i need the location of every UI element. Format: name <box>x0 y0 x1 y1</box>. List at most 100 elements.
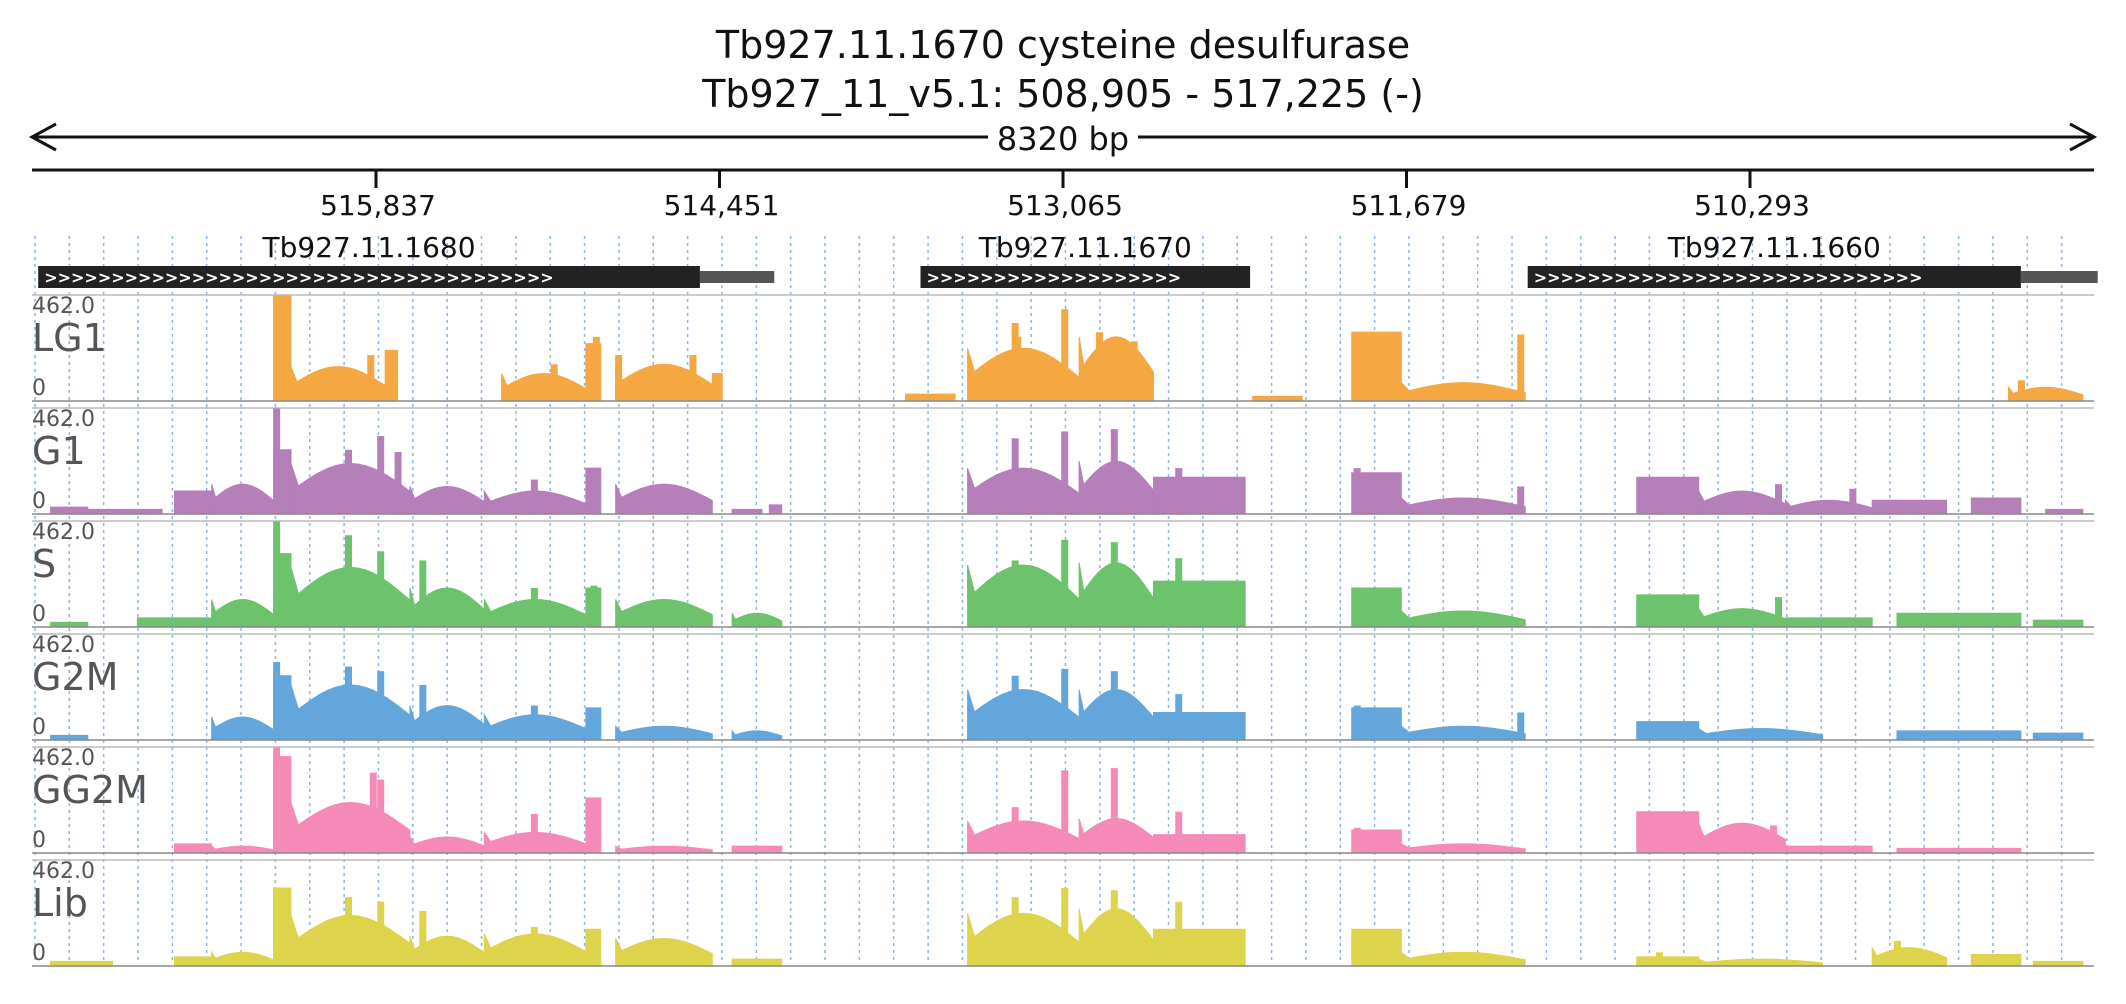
coverage-spike <box>1011 675 1019 740</box>
coverage-spike <box>590 707 598 740</box>
coverage-block <box>1152 476 1246 515</box>
coverage-spike <box>1775 597 1783 627</box>
coverage-spike <box>377 435 385 514</box>
coverage-block <box>967 820 1080 854</box>
axis-tick-label: 514,451 <box>664 189 780 222</box>
coverage-spike <box>1893 940 1901 966</box>
track-g2m: 462.0 0 G2M <box>32 633 2094 741</box>
coverage-spike <box>273 887 281 966</box>
coverage-spike <box>344 897 352 966</box>
axis-tick-label: 513,065 <box>1007 189 1123 222</box>
coverage-block <box>1970 954 2022 967</box>
coverage-spike <box>1656 594 1664 627</box>
coverage-block <box>1152 711 1246 741</box>
axis-tick-label: 515,837 <box>320 189 436 222</box>
coverage-block <box>1152 928 1246 967</box>
coverage-spike <box>615 355 623 401</box>
coverage-block <box>290 802 411 854</box>
coverage-spike <box>530 479 538 514</box>
track-ymin-label: 0 <box>32 376 46 401</box>
track-ymax-label: 462.0 <box>32 859 95 884</box>
coverage-spike <box>590 585 598 627</box>
coverage-tracks: 462.00LG1462.00G1462.00S462.00G2M462.00G… <box>32 294 2094 967</box>
coverage-block <box>1784 498 1873 515</box>
coverage-spike <box>369 772 377 853</box>
coverage-block <box>1784 617 1873 628</box>
coverage-block <box>1078 336 1154 402</box>
grid-lines <box>34 236 2063 962</box>
coverage-block <box>1636 956 1700 967</box>
coverage-spike <box>1175 811 1183 853</box>
track-ymin-label: 0 <box>32 489 46 514</box>
coverage-spike <box>1061 770 1069 853</box>
coverage-spike <box>1011 560 1019 627</box>
gene-body <box>920 266 1251 288</box>
coverage-block <box>1698 490 1786 515</box>
coverage-block <box>1636 721 1700 741</box>
coverage-block <box>1871 499 1948 515</box>
coverage-spike <box>1110 542 1118 627</box>
coverage-block <box>967 912 1080 967</box>
coverage-spike <box>344 449 352 514</box>
coverage-spike <box>1353 468 1361 514</box>
gene-body <box>38 266 700 288</box>
coverage-spike <box>1110 890 1118 966</box>
track-ymax-label: 462.0 <box>32 520 95 545</box>
track-gg2m: 462.0 0 GG2M <box>32 746 2094 854</box>
coverage-block <box>615 725 713 741</box>
span-label: 8320 bp <box>997 120 1129 158</box>
coverage-block <box>1636 594 1700 628</box>
coverage-spike <box>1656 952 1664 966</box>
coverage-spike <box>1061 887 1069 966</box>
gene-direction-arrows: >>>>>>>>>>>>>>>>>>>>>>>>>>>>> <box>1534 268 1923 287</box>
coverage-block <box>1400 496 1526 515</box>
coverage-block <box>1636 811 1700 854</box>
coverage-block <box>1698 606 1786 628</box>
coverage-block <box>1400 725 1526 741</box>
coverage-spike <box>1011 897 1019 966</box>
coverage-spike <box>1517 334 1525 401</box>
coverage-block <box>211 716 275 741</box>
coverage-spike <box>394 452 402 514</box>
coverage-spike <box>2017 380 2025 401</box>
coverage-spike <box>273 408 281 514</box>
axis-tick-label: 511,679 <box>1351 189 1467 222</box>
track-g1: 462.0 0 G1 <box>32 407 2094 515</box>
coverage-spike <box>1095 332 1103 401</box>
coverage-spike <box>377 901 385 966</box>
coverage-spike <box>1175 558 1183 627</box>
coverage-spike <box>1061 539 1069 627</box>
coverage-block <box>615 483 713 515</box>
coverage-spike <box>1110 671 1118 740</box>
track-lg1: 462.0 0 LG1 <box>32 294 2094 402</box>
coverage-block <box>1970 497 2022 515</box>
coverage-spike <box>273 747 281 853</box>
coverage-spike <box>1775 484 1783 514</box>
coverage-block <box>2032 619 2084 628</box>
coverage-spike <box>1175 901 1183 966</box>
gene-utr <box>2020 271 2098 283</box>
coverage-block <box>731 958 783 967</box>
coverage-block <box>174 490 213 515</box>
track-ymin-label: 0 <box>32 828 46 853</box>
coverage-spike <box>1770 825 1778 853</box>
track-ymax-label: 462.0 <box>32 407 95 432</box>
coverage-spike <box>1175 468 1183 514</box>
track-lib: 462.0 0 Lib <box>32 859 2094 967</box>
track-ymax-label: 462.0 <box>32 294 95 319</box>
coverage-block <box>1636 476 1700 515</box>
coverage-spike <box>592 336 600 401</box>
coverage-block <box>967 347 1080 402</box>
coverage-block <box>1152 834 1246 854</box>
coverage-block <box>409 835 485 854</box>
coverage-spike <box>550 364 558 401</box>
coverage-block <box>731 729 783 741</box>
coverage-block <box>2032 732 2084 741</box>
coverage-spike <box>1353 587 1361 627</box>
track-name-label: G1 <box>32 429 86 473</box>
gene-direction-arrows: >>>>>>>>>>>>>>>>>>>>>>>>>>>>>>>>>>>>>> <box>44 268 553 287</box>
coverage-spike <box>419 684 427 740</box>
gene-direction-arrows: >>>>>>>>>>>>>>>>>>> <box>926 268 1181 287</box>
